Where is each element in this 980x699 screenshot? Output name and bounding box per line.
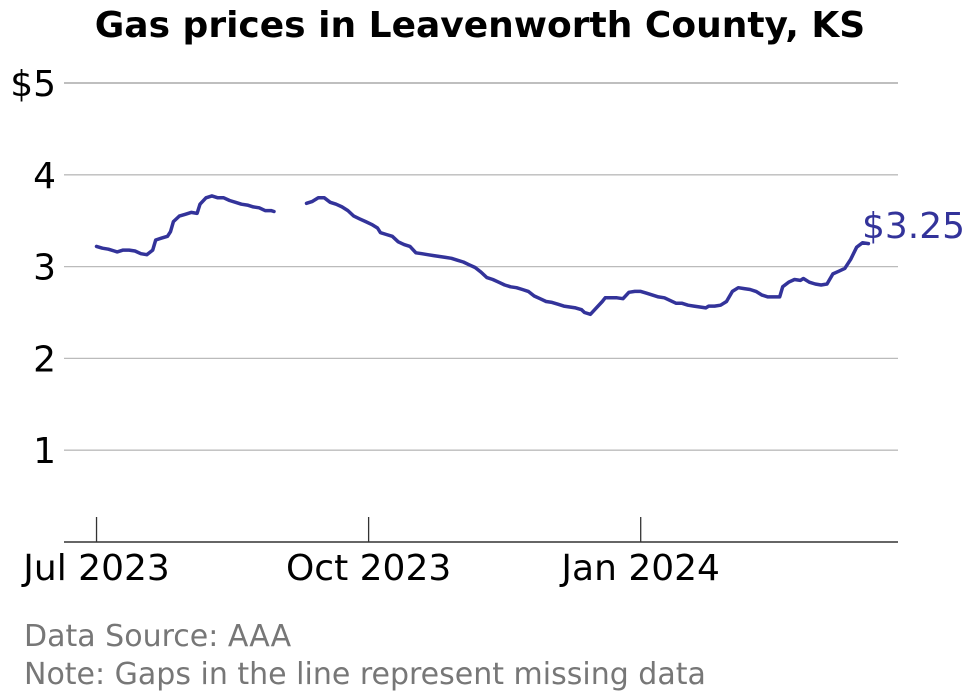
price-line-segment [304,196,871,317]
y-axis-ticks: $5 4 3 2 1 [10,64,56,472]
missing-data-note: Note: Gaps in the line represent missing… [24,657,706,692]
y-tick-label: 3 [33,248,56,289]
x-tick-label: Jul 2023 [21,548,170,589]
x-tick-label: Oct 2023 [286,548,451,589]
y-tick-label: 1 [33,431,56,472]
grid-lines [64,82,898,451]
chart-title: Gas prices in Leavenworth County, KS [95,5,865,46]
y-tick-label: $5 [10,64,56,105]
latest-price-label: $3.25 [862,206,965,247]
y-tick-label: 4 [33,156,56,197]
y-tick-label: 2 [33,339,56,380]
data-source-note: Data Source: AAA [24,619,292,654]
x-axis-ticks: Jul 2023 Oct 2023 Jan 2024 [21,517,720,589]
price-series [94,194,871,317]
price-line-segment [94,194,276,257]
x-tick-label: Jan 2024 [559,548,720,589]
